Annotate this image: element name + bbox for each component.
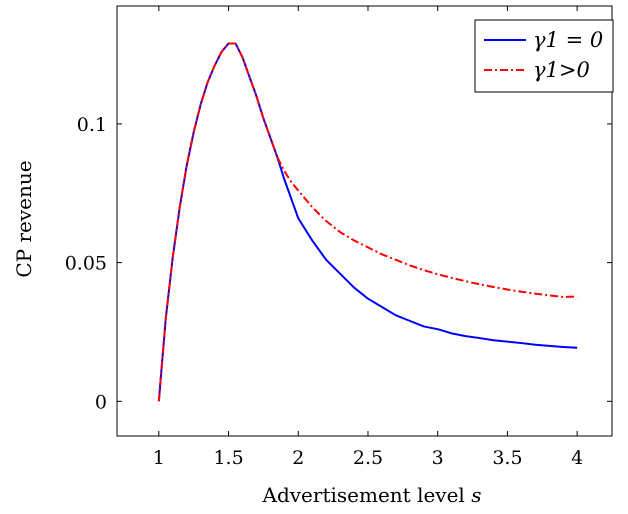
x-axis-label: Advertisement level s: [262, 483, 482, 507]
x-tick-label: 3.5: [492, 447, 522, 469]
legend-box: [474, 19, 614, 93]
y-tick-label: 0.05: [65, 253, 107, 275]
x-tick-label: 3: [432, 447, 444, 469]
legend: γ1 = 0 γ1>0: [474, 19, 614, 93]
series-line-2: [157, 42, 578, 402]
y-tick-label: 0.1: [77, 114, 107, 136]
x-tick-label: 2: [292, 447, 304, 469]
legend-label-series-1: γ1 = 0: [533, 28, 603, 52]
x-tick-label: 1: [153, 447, 165, 469]
plot-border: [116, 5, 613, 437]
x-tick-label: 1.5: [213, 447, 243, 469]
x-tick-label: 2.5: [353, 447, 383, 469]
y-axis: 0 0.05 0.1: [65, 114, 612, 413]
x-axis-label-text: Advertisement level: [262, 483, 465, 507]
series-line-1: [157, 42, 578, 402]
x-axis: 1 1.5 2 2.5 3 3.5 4: [153, 6, 583, 469]
legend-label-series-2: γ1>0: [533, 58, 590, 82]
plot-area: [116, 5, 613, 437]
y-axis-label: CP revenue: [12, 160, 36, 277]
x-tick-label: 4: [571, 447, 583, 469]
y-tick-label: 0: [95, 391, 107, 413]
x-axis-label-var: s: [471, 483, 481, 507]
series-layer: [157, 42, 578, 402]
